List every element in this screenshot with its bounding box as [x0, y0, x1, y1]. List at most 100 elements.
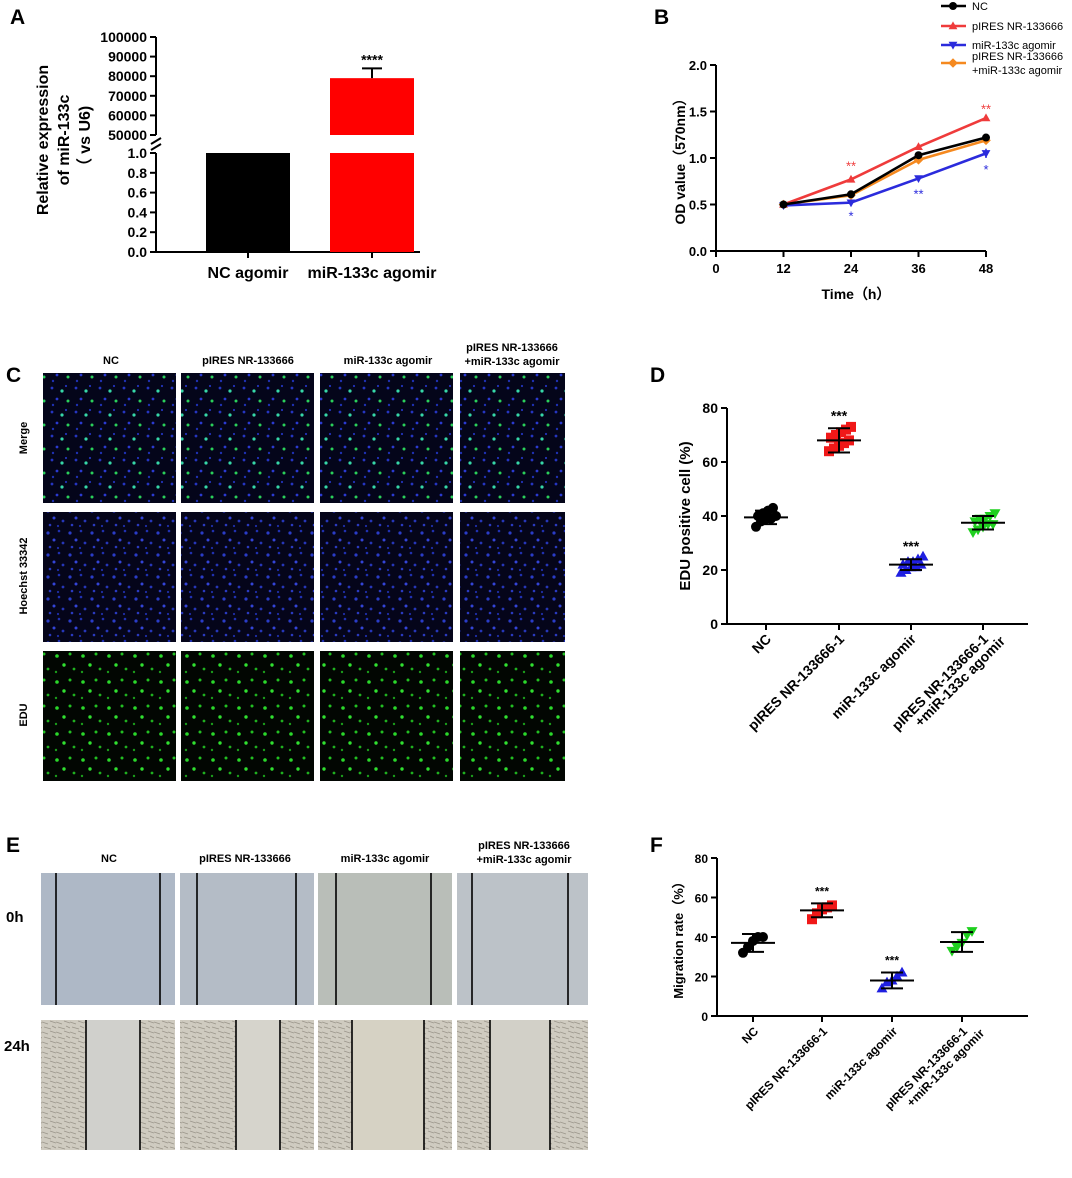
chart-d-y-tick-label: 80	[702, 400, 718, 416]
wound-24h-agomir-gap	[352, 1020, 424, 1150]
chart-d-mean-sd-bar	[817, 427, 861, 454]
chart-f-x-tick-label: miR-133c agomir	[822, 1024, 901, 1103]
chart-d-mean-sd-bar	[889, 558, 933, 571]
b-point	[779, 200, 788, 209]
panel-c-col-4b: +miR-133c agomir	[464, 356, 560, 368]
b-y-tick-label: 1.5	[689, 105, 707, 120]
a-bar-upper	[330, 78, 414, 135]
a-error-bar	[362, 67, 382, 79]
b-legend-label: NC	[972, 1, 988, 13]
panel-letter-c: C	[6, 364, 21, 387]
chart-d-significance-label: ***	[903, 538, 920, 554]
a-y-axis-label: （ vs U6)	[76, 106, 94, 174]
chart-f-point	[951, 942, 963, 953]
panel-c-col-1: NC	[103, 355, 119, 367]
chart-d-y-tick-label: 0	[710, 616, 718, 632]
panel-c-col-2: pIRES NR-133666	[202, 355, 294, 367]
panel-c-row-hoechst: Hoechst 33342	[18, 537, 30, 614]
wound-0h-combo-bg	[457, 873, 588, 1005]
a-y-tick-label: 0.2	[128, 224, 148, 240]
b-y-tick-label: 0.0	[689, 244, 707, 259]
chart-f-point	[807, 914, 817, 925]
b-significance-label: *	[848, 209, 853, 224]
image-hoechst-agomir	[320, 512, 453, 642]
a-y-tick-label: 80000	[108, 68, 147, 84]
wound-0h-nc-bg	[41, 873, 175, 1005]
b-x-tick-label: 24	[844, 261, 859, 276]
image-hoechst-pires	[181, 512, 314, 642]
a-y-axis-label: of miR-133c	[56, 95, 73, 186]
b-series-line	[783, 139, 987, 206]
wound-24h-nc-gap	[86, 1020, 140, 1150]
b-point	[981, 150, 991, 158]
image-edu-agomir	[320, 651, 453, 781]
chart-f-y-tick-label: 40	[695, 931, 709, 945]
a-y-tick-label: 0.0	[128, 244, 148, 260]
chart-f-point	[891, 970, 903, 981]
panel-c-col-3: miR-133c agomir	[344, 355, 433, 367]
panel-letter-b: B	[654, 6, 669, 29]
chart-f-mean-sd-bar	[800, 902, 844, 919]
b-x-tick-label: 0	[712, 261, 719, 276]
chart-f-significance-label: ***	[815, 884, 829, 898]
chart-f-y-tick-label: 0	[701, 1010, 708, 1024]
chart-d-y-axis-label: EDU positive cell (%)	[677, 441, 694, 590]
a-bar-lower	[330, 153, 414, 252]
chart-b-line: 0.0 0.5 1.0 1.5 2.0 0 12 24 36 48 Time（h） OD value（…	[672, 1, 1063, 302]
a-x-tick-label: miR-133c agomir	[308, 265, 437, 282]
b-series-line	[783, 116, 987, 206]
b-significance-label: **	[846, 158, 856, 173]
a-y-tick-label: 50000	[108, 127, 147, 143]
image-hoechst-combo	[460, 512, 565, 642]
panel-c-edu-images: NC pIRES NR-133666 miR-133c agomir pIRES…	[18, 342, 565, 781]
b-legend-marker	[948, 41, 958, 50]
a-y-tick-label: 1.0	[128, 145, 148, 161]
b-series-line	[783, 152, 987, 207]
chart-d-y-tick-label: 60	[702, 454, 718, 470]
wound-0h-agomir-bg	[318, 873, 452, 1005]
chart-f-y-tick-label: 80	[695, 852, 709, 866]
a-y-tick-label: 0.8	[128, 165, 148, 181]
chart-d-significance-label: ***	[831, 407, 848, 423]
chart-d-point	[771, 511, 781, 521]
chart-f-point	[827, 900, 837, 911]
b-y-tick-label: 1.0	[689, 151, 707, 166]
a-y-tick-label: 70000	[108, 88, 147, 104]
panel-e-wound-images: NC pIRES NR-133666 miR-133c agomir pIRES…	[4, 840, 588, 1150]
b-x-axis-label: Time（h）	[822, 286, 891, 302]
image-edu-nc	[43, 651, 176, 781]
chart-d-point	[989, 509, 1001, 520]
b-legend-label: pIRES NR-133666	[972, 21, 1063, 33]
panel-e-col-3: miR-133c agomir	[341, 853, 430, 865]
chart-d-point	[846, 421, 856, 432]
a-significance-label: ****	[361, 51, 383, 67]
b-significance-label: **	[981, 102, 991, 117]
panel-e-col-4a: pIRES NR-133666	[478, 840, 570, 852]
b-legend-label: +miR-133c agomir	[972, 65, 1063, 77]
a-y-tick-label: 90000	[108, 49, 147, 65]
a-x-tick-label: NC agomir	[208, 265, 289, 282]
chart-d-point	[895, 566, 907, 577]
image-hoechst-nc	[43, 512, 176, 642]
a-bar	[206, 153, 290, 252]
panel-letter-e: E	[6, 834, 20, 857]
wound-24h-combo-gap	[490, 1020, 550, 1150]
panel-letter-a: A	[10, 6, 25, 29]
b-legend-label: pIRES NR-133666	[972, 51, 1063, 63]
chart-a-bar: 0.0 0.2 0.4 0.6 0.8 1.0 50000 60000 70000 80000 90…	[35, 29, 436, 282]
b-series-line	[783, 136, 987, 206]
chart-d-mean-sd-bar	[961, 515, 1005, 531]
b-y-tick-label: 0.5	[689, 198, 707, 213]
wound-24h-pires-gap	[236, 1020, 280, 1150]
chart-d-point	[917, 550, 929, 561]
chart-d-y-tick-label: 40	[702, 508, 718, 524]
chart-f-significance-label: ***	[885, 954, 899, 968]
a-y-tick-label: 60000	[108, 107, 147, 123]
panel-letter-d: D	[650, 364, 665, 387]
panel-letter-f: F	[650, 834, 663, 857]
b-y-tick-label: 2.0	[689, 58, 707, 73]
wound-0h-pires-bg	[180, 873, 314, 1005]
b-point	[913, 155, 924, 165]
a-y-axis-label: Relative expression	[35, 65, 52, 215]
